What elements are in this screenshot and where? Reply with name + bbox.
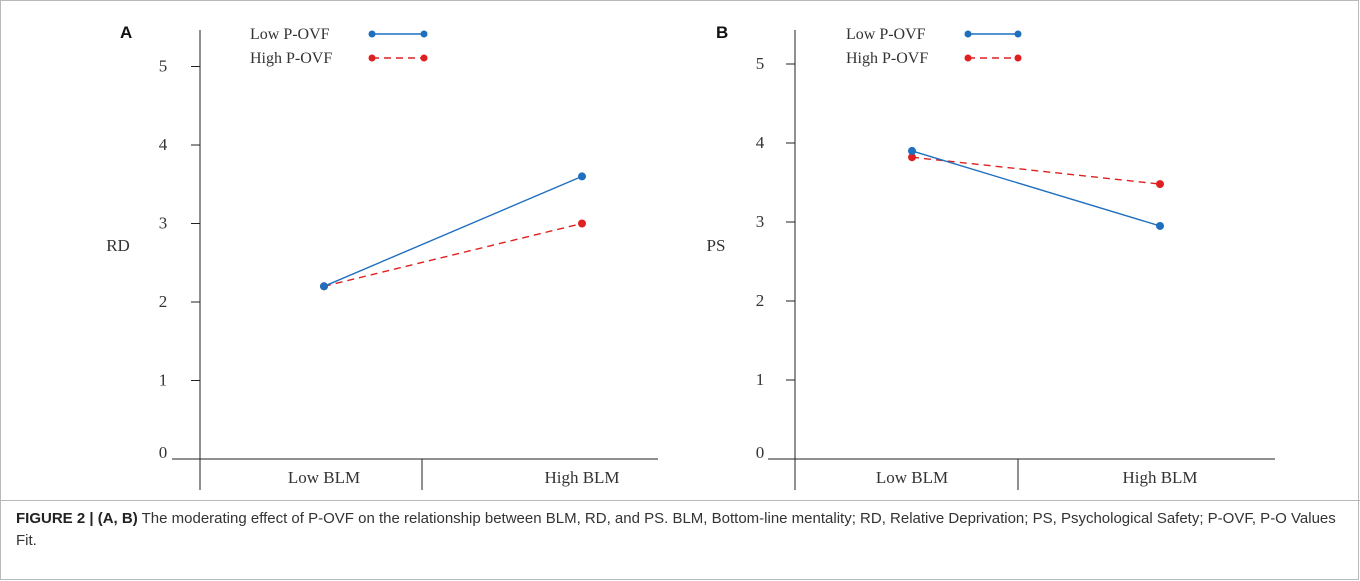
figure-plots: A 0 1 2 3 4 5 RD Low BLM High BLM Low P-OVF High P-… — [106, 23, 1275, 490]
panel-b-y-tick-label-1: 1 — [756, 370, 765, 389]
panel-a-series-low-p-ovf-point-low-blm — [320, 282, 328, 291]
panel-a-x-tick-label-high: High BLM — [544, 468, 619, 487]
caption-divider — [0, 500, 1360, 501]
panel-b-x-tick-label-high: High BLM — [1122, 468, 1197, 487]
panel-a-legend-label-low-p-ovf: Low P-OVF — [250, 26, 330, 43]
panel-a-y-tick-label-2: 2 — [159, 292, 168, 311]
panel-b-y-tick-label-5: 5 — [756, 54, 765, 73]
panel-a-legend-marker-end-low-p-ovf — [420, 30, 428, 38]
panel-a-series-high-p-ovf-point-high-blm — [578, 219, 586, 228]
panel-a-y-tick-label-3: 3 — [159, 214, 168, 233]
panel-b-y-tick-label-0: 0 — [756, 443, 765, 462]
panel-b-legend-marker-end-high-p-ovf — [1014, 54, 1022, 62]
figure-caption: FIGURE 2 | (A, B) The moderating effect … — [16, 508, 1336, 552]
panel-b-legend-marker-start-high-p-ovf — [964, 54, 972, 62]
panel-a-series-low-p-ovf-point-high-blm — [578, 172, 586, 181]
panel-b-series-high-p-ovf-point-high-blm — [1156, 180, 1164, 189]
panel-b-series-low-p-ovf-line — [911, 150, 1161, 227]
panel-b-x-tick-label-low: Low BLM — [876, 468, 948, 487]
panel-a-series-low-p-ovf-line — [323, 175, 583, 287]
panel-a-legend-marker-end-high-p-ovf — [420, 54, 428, 62]
panel-a-y-tick-label-5: 5 — [159, 57, 168, 76]
figure-label: FIGURE 2 | — [16, 510, 94, 527]
panel-b-series-high-p-ovf-point-low-blm — [908, 153, 916, 162]
figure-panels-label: (A, B) — [97, 510, 138, 527]
panel-b-y-axis-label: PS — [707, 236, 726, 255]
panel-b-y-tick-label-3: 3 — [756, 212, 765, 231]
figure-caption-text: The moderating effect of P-OVF on the re… — [16, 510, 1336, 549]
panel-b-y-tick-label-4: 4 — [756, 133, 765, 152]
panel-b-legend-marker-start-low-p-ovf — [964, 30, 972, 38]
panel-b-legend-marker-end-low-p-ovf — [1014, 30, 1022, 38]
panel-b-legend-label-high-p-ovf: High P-OVF — [846, 50, 928, 67]
panel-a-series-high-p-ovf-line — [323, 222, 583, 287]
panel-a-legend-label-high-p-ovf: High P-OVF — [250, 50, 332, 67]
panel-b-label: B — [716, 23, 728, 42]
panel-b-series-low-p-ovf-point-high-blm — [1156, 221, 1164, 230]
panel-b-series-high-p-ovf-line — [911, 156, 1161, 185]
panel-b-legend-label-low-p-ovf: Low P-OVF — [846, 26, 926, 43]
panel-a-label: A — [120, 23, 132, 42]
panel-a-legend-marker-start-low-p-ovf — [368, 30, 376, 38]
panel-a-y-axis-label: RD — [106, 236, 130, 255]
panel-a-legend-marker-start-high-p-ovf — [368, 54, 376, 62]
panel-a-y-tick-label-4: 4 — [159, 135, 168, 154]
panel-a-x-tick-label-low: Low BLM — [288, 468, 360, 487]
panel-a-y-tick-label-0: 0 — [159, 443, 168, 462]
panel-a-y-tick-label-1: 1 — [159, 371, 168, 390]
panel-b-y-tick-label-2: 2 — [756, 291, 765, 310]
panel-b-series-low-p-ovf-point-low-blm — [908, 146, 916, 155]
